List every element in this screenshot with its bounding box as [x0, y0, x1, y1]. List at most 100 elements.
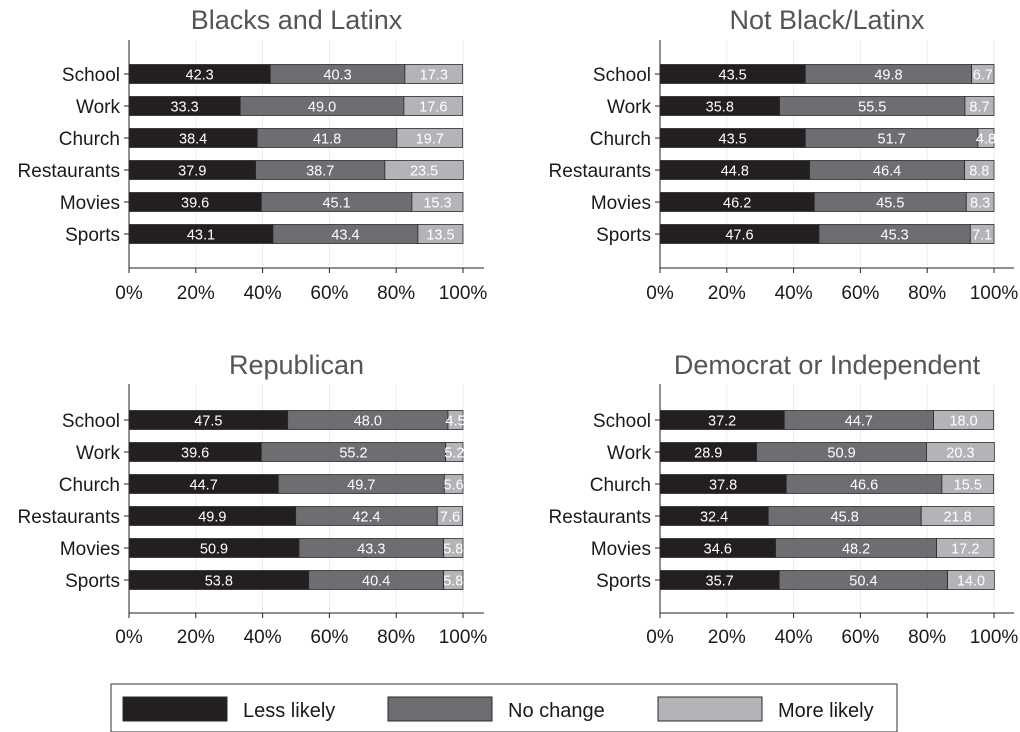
x-tick-label: 60%	[841, 627, 879, 648]
x-tick-label: 40%	[244, 627, 282, 648]
bar-segment-more-likely-movies	[411, 192, 464, 212]
value-label: 5.8	[443, 574, 463, 590]
value-label: 38.7	[306, 164, 334, 180]
value-label: 49.0	[308, 100, 336, 116]
legend-label-more-likely: More likely	[778, 700, 874, 722]
bar-segment-more-likely-movies	[936, 538, 995, 558]
value-label: 45.3	[881, 228, 909, 244]
value-label: 6.7	[973, 68, 993, 84]
value-label: 42.3	[186, 68, 214, 84]
x-tick-label: 80%	[908, 627, 946, 648]
value-label: 34.6	[704, 542, 732, 558]
value-label: 39.6	[181, 196, 209, 212]
category-label-church: Church	[590, 129, 651, 150]
value-label: 8.7	[969, 100, 989, 116]
x-tick-label: 0%	[646, 283, 674, 304]
chart-panel: Democrat or Independent 0% 20% 40% 60% 80% 100…	[549, 350, 1019, 648]
category-label-church: Church	[59, 475, 120, 496]
panel-title: Democrat or Independent	[674, 350, 981, 380]
legend-box	[110, 683, 898, 732]
value-label: 15.3	[423, 196, 451, 212]
value-label: 37.9	[178, 164, 206, 180]
x-tick-label: 80%	[908, 283, 946, 304]
x-tick-label: 40%	[775, 283, 813, 304]
value-label: 53.8	[205, 574, 233, 590]
category-label-restaurants: Restaurants	[549, 161, 651, 182]
x-tick-label: 100%	[439, 627, 488, 648]
legend-swatch-less-likely	[122, 696, 228, 722]
value-label: 43.4	[331, 228, 359, 244]
value-label: 43.1	[187, 228, 215, 244]
value-label: 38.4	[179, 132, 207, 148]
category-label-work: Work	[76, 443, 120, 464]
bar-segment-more-likely-church	[443, 474, 464, 494]
value-label: 32.4	[700, 510, 728, 526]
category-label-movies: Movies	[60, 539, 120, 560]
category-label-restaurants: Restaurants	[18, 507, 120, 528]
category-label-church: Church	[590, 475, 651, 496]
value-label: 45.5	[876, 196, 904, 212]
value-label: 5.8	[443, 542, 463, 558]
value-label: 46.6	[850, 478, 878, 494]
value-label: 39.6	[181, 446, 209, 462]
panel-title: Republican	[229, 350, 364, 380]
category-label-sports: Sports	[596, 225, 651, 246]
value-label: 43.5	[719, 132, 747, 148]
value-label: 8.8	[969, 164, 989, 180]
value-label: 14.0	[957, 574, 985, 590]
value-label: 35.7	[706, 574, 734, 590]
bar-segment-more-likely-sports	[417, 224, 464, 244]
x-tick-label: 40%	[244, 283, 282, 304]
category-label-work: Work	[607, 97, 651, 118]
bar-segment-more-likely-school	[404, 64, 464, 84]
category-label-sports: Sports	[65, 225, 120, 246]
bar-segment-more-likely-restaurants	[384, 160, 464, 180]
value-label: 47.5	[194, 414, 222, 430]
value-label: 49.9	[198, 510, 226, 526]
value-label: 8.3	[970, 196, 990, 212]
bar-segment-more-likely-restaurants	[964, 160, 995, 180]
value-label: 21.8	[943, 510, 971, 526]
value-label: 49.7	[347, 478, 375, 494]
bar-segment-more-likely-school	[447, 410, 464, 430]
x-tick-label: 0%	[115, 283, 143, 304]
value-label: 41.8	[313, 132, 341, 148]
category-label-sports: Sports	[596, 571, 651, 592]
bar-segment-more-likely-restaurants	[436, 506, 464, 526]
value-label: 55.2	[339, 446, 367, 462]
bar-segment-more-likely-work	[403, 96, 464, 116]
value-label: 47.6	[725, 228, 753, 244]
x-tick-label: 100%	[439, 283, 488, 304]
value-label: 17.3	[420, 68, 448, 84]
x-tick-label: 20%	[708, 627, 746, 648]
bar-segment-more-likely-work	[964, 96, 995, 116]
category-label-sports: Sports	[65, 571, 120, 592]
value-label: 44.8	[721, 164, 749, 180]
value-label: 7.6	[440, 510, 460, 526]
bar-segment-more-likely-church	[396, 128, 464, 148]
value-label: 5.6	[444, 478, 464, 494]
value-label: 17.6	[419, 100, 447, 116]
value-label: 46.2	[723, 196, 751, 212]
value-label: 15.5	[954, 478, 982, 494]
value-label: 48.0	[354, 414, 382, 430]
bar-segment-more-likely-church	[941, 474, 995, 494]
x-tick-label: 0%	[646, 627, 674, 648]
bar-segment-more-likely-school	[933, 410, 995, 430]
bar-segment-more-likely-restaurants	[920, 506, 995, 526]
category-label-church: Church	[59, 129, 120, 150]
category-label-school: School	[593, 65, 651, 86]
bar-segment-more-likely-work	[926, 442, 995, 462]
x-tick-label: 0%	[115, 627, 143, 648]
value-label: 43.5	[719, 68, 747, 84]
x-tick-label: 40%	[775, 627, 813, 648]
value-label: 44.7	[845, 414, 873, 430]
bar-segment-more-likely-sports	[969, 224, 995, 244]
x-tick-label: 80%	[377, 627, 415, 648]
chart-panel: Republican 0% 20% 40% 60% 80% 100% School 47.5 48…	[18, 350, 488, 648]
value-label: 7.1	[972, 228, 992, 244]
value-label: 19.7	[416, 132, 444, 148]
value-label: 28.9	[694, 446, 722, 462]
value-label: 46.4	[873, 164, 901, 180]
